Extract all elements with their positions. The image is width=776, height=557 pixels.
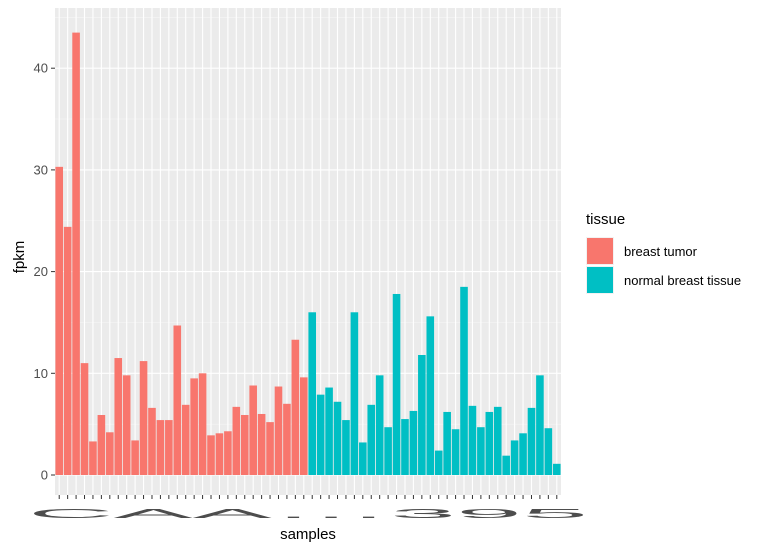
legend-key bbox=[587, 267, 613, 293]
x-axis: CAA…395 bbox=[28, 495, 588, 521]
bar bbox=[63, 226, 72, 475]
bar bbox=[291, 339, 300, 475]
bar bbox=[468, 405, 477, 475]
bar bbox=[283, 403, 291, 475]
bar bbox=[165, 420, 173, 475]
bar bbox=[198, 373, 207, 475]
bar bbox=[527, 407, 536, 475]
bar bbox=[190, 378, 198, 475]
y-tick-label: 20 bbox=[34, 264, 48, 279]
bar bbox=[510, 440, 519, 475]
bar bbox=[367, 404, 376, 475]
y-axis: 0 10 20 30 40 bbox=[34, 61, 55, 483]
bar bbox=[333, 401, 342, 475]
bar bbox=[215, 433, 224, 475]
bar bbox=[173, 325, 182, 475]
bar bbox=[552, 463, 561, 475]
legend-label: normal breast tissue bbox=[624, 273, 741, 288]
x-axis-title: samples bbox=[280, 526, 336, 543]
bar bbox=[274, 386, 283, 475]
y-tick-label: 30 bbox=[34, 162, 48, 177]
bar bbox=[544, 428, 553, 475]
panel-background bbox=[55, 8, 561, 495]
bar bbox=[325, 387, 333, 475]
bar bbox=[156, 420, 165, 475]
bar bbox=[401, 419, 409, 475]
bar bbox=[451, 429, 460, 475]
legend-key bbox=[587, 238, 613, 264]
bar bbox=[97, 414, 106, 475]
bar bbox=[519, 433, 527, 475]
legend-label: breast tumor bbox=[624, 244, 698, 259]
bar bbox=[460, 286, 468, 475]
bar bbox=[131, 440, 139, 475]
bar bbox=[232, 406, 241, 475]
legend-title: tissue bbox=[586, 211, 625, 228]
bar bbox=[434, 450, 443, 475]
bar bbox=[80, 363, 89, 475]
y-axis-title: fpkm bbox=[11, 241, 28, 274]
bar bbox=[266, 422, 274, 475]
bar bbox=[342, 420, 350, 475]
bar bbox=[392, 293, 401, 475]
y-tick-label: 10 bbox=[34, 366, 48, 381]
bar bbox=[72, 32, 80, 475]
bar bbox=[257, 413, 266, 475]
bar bbox=[409, 410, 418, 475]
bar bbox=[181, 404, 190, 475]
y-tick-label: 40 bbox=[34, 61, 48, 76]
bar bbox=[493, 406, 502, 475]
bar bbox=[502, 455, 510, 475]
bar bbox=[359, 442, 367, 475]
bar bbox=[418, 354, 426, 475]
bar bbox=[240, 414, 249, 475]
bar bbox=[443, 411, 451, 475]
bar bbox=[114, 358, 123, 475]
bar bbox=[249, 385, 257, 475]
bar bbox=[316, 394, 325, 475]
bar bbox=[375, 375, 384, 475]
y-tick-label: 0 bbox=[41, 468, 48, 483]
bar bbox=[207, 435, 215, 475]
bar bbox=[426, 316, 435, 475]
bar bbox=[536, 375, 544, 475]
bar bbox=[106, 432, 114, 475]
bars bbox=[55, 32, 561, 475]
x-tick-labels: CAA…395 bbox=[28, 506, 588, 521]
bar bbox=[122, 375, 131, 475]
bar bbox=[384, 427, 392, 475]
bar bbox=[308, 312, 317, 475]
bar bbox=[55, 166, 64, 475]
bar bbox=[139, 361, 148, 475]
bar bbox=[148, 407, 156, 475]
bar bbox=[485, 411, 494, 475]
bar bbox=[89, 441, 97, 475]
bar bbox=[477, 427, 485, 475]
bar bbox=[299, 377, 308, 475]
bar bbox=[224, 431, 232, 475]
bar bbox=[350, 312, 359, 475]
legend: tissue breast tumor normal breast tissue bbox=[586, 211, 741, 294]
